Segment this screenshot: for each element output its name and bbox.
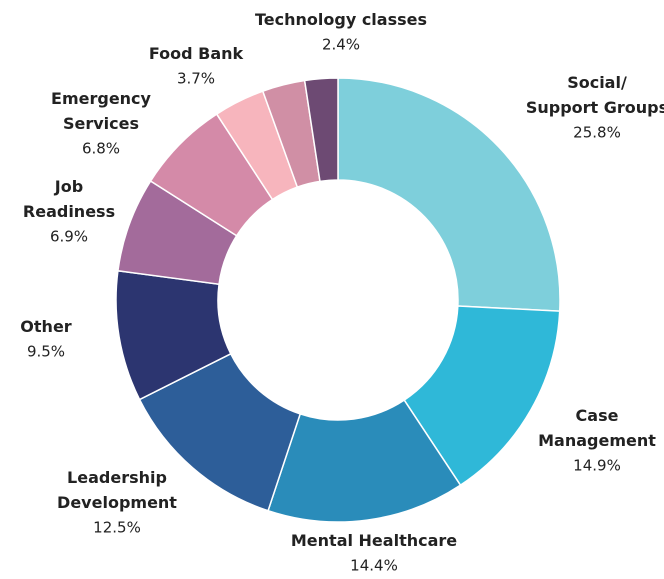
slice-label: Social/Support Groups [526, 73, 664, 117]
slice-label: Mental Healthcare [291, 531, 457, 550]
slice-label: Food Bank [149, 44, 244, 63]
slice-label: Emergency Services [51, 89, 152, 133]
slice-value: 9.5% [27, 343, 65, 361]
slice-value: 2.4% [322, 36, 360, 54]
donut-slice [267, 399, 462, 523]
slice-value: 12.5% [93, 519, 141, 537]
slice-label: Technology classes [255, 10, 427, 29]
donut-slice [337, 77, 561, 312]
slice-value: 6.8% [82, 140, 120, 158]
slice-value: 25.8% [573, 124, 621, 142]
slice-value: 3.7% [177, 70, 215, 88]
slice-label: Other [20, 317, 71, 336]
donut-slice [303, 77, 339, 183]
slice-value: 14.9% [573, 457, 621, 475]
slice-value: 14.4% [350, 557, 398, 575]
slice-value: 6.9% [50, 228, 88, 246]
slice-label: Case Management [538, 406, 656, 450]
slice-label: Job Readiness [23, 177, 115, 221]
slice-label: Leadership Development [57, 468, 177, 512]
